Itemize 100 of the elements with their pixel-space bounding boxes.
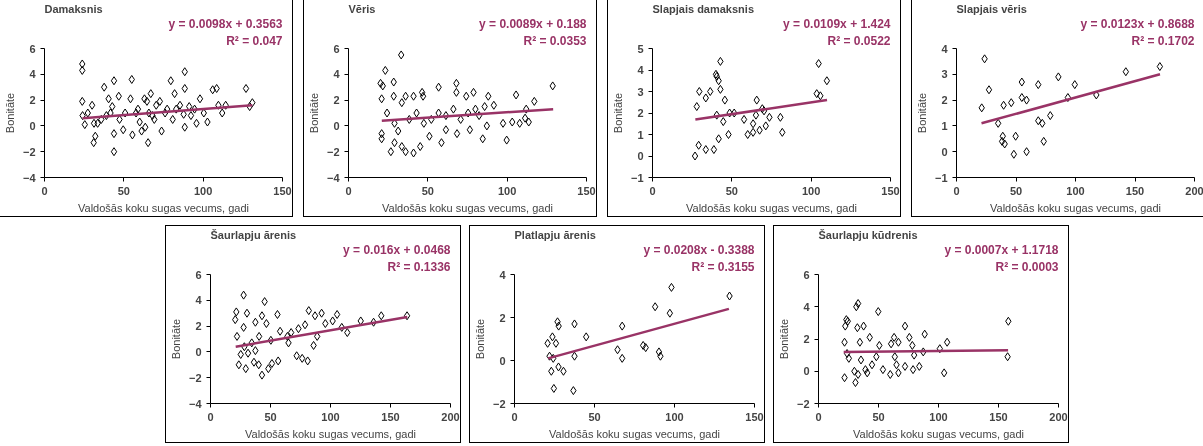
point [398,50,405,60]
x-tick-label: 0 [207,410,214,423]
x-tick-label: 0 [345,184,352,197]
point [695,140,702,150]
point [978,103,985,113]
point [823,76,831,86]
point [813,89,820,99]
y-tick-label: −4 [22,171,37,184]
x-tick-label: 100 [497,184,517,197]
point [851,366,858,376]
point [852,378,859,388]
y-tick-label: 0 [195,345,202,358]
point [1035,80,1042,90]
point [668,282,675,292]
point [470,87,477,97]
x-tick-label: 150 [745,410,764,423]
point [777,112,784,122]
point [295,324,302,334]
point [766,112,773,122]
point [1064,93,1072,103]
point [406,114,413,124]
point [549,332,556,342]
text: y = 0.0208x - 0.3388 [643,243,755,257]
point [276,326,284,336]
point [301,320,309,330]
point [779,127,786,137]
y-tick-label: −2 [326,145,340,158]
y-tick-label: −4 [326,171,341,184]
point [717,84,724,94]
point [544,338,551,348]
point [940,368,948,378]
point [713,110,720,120]
x-axis-title: Valdošās koku sugas vecums, gadi [549,427,720,440]
point [1093,90,1100,100]
point [252,346,259,356]
point [233,331,241,341]
x-tick-label: 200 [441,410,460,423]
point [691,151,699,161]
point [1000,100,1007,110]
point [395,126,402,136]
text: R² = 0.0522 [827,34,891,48]
point [853,302,860,312]
x-tick-label: 0 [815,410,822,423]
point [403,311,411,321]
y-tick-label: 0 [333,119,340,132]
point [1039,118,1046,128]
point [1071,80,1078,90]
x-tick-label: 100 [801,184,821,197]
y-tick-label: 2 [499,311,506,324]
x-tick-label: 50 [725,184,738,197]
point [378,129,385,139]
point [920,347,927,357]
point [472,104,479,114]
text: y = 0.0098x + 0.3563 [168,17,283,31]
x-axis-title: Valdošās koku sugas vecums, gadi [686,201,857,214]
point [879,365,887,375]
y-tick-label: 2 [195,320,202,333]
text: y = 0.0123x + 0.8688 [1080,17,1195,31]
point [338,322,345,332]
y-tick-label: 2 [941,94,948,107]
x-tick-label: 150 [273,184,292,197]
y-tick-label: 3 [941,68,948,81]
text: y = 0.0109x + 1.424 [783,17,891,31]
point [233,307,240,317]
point [921,329,928,339]
x-tick-label: 100 [1066,184,1085,197]
point [901,321,909,331]
point [936,344,943,354]
point [402,147,409,157]
chart-title: Slapjais damaksnis [652,2,754,15]
point [1040,136,1047,146]
point [402,91,409,101]
point [255,331,263,341]
point [483,121,491,131]
point [398,98,405,108]
point [419,91,427,101]
y-tick-label: −4 [188,397,203,410]
point [749,119,757,129]
x-tick-label: 50 [872,410,885,423]
point [499,118,507,128]
y-axis-title: Bonitāte [169,318,182,360]
y-axis-title: Bonitāte [473,318,486,360]
point [550,353,557,363]
y-tick-label: 1 [941,119,948,132]
point [344,328,351,338]
y-tick-label: 4 [499,268,507,281]
point [265,364,272,374]
point [322,319,329,329]
point [453,78,460,88]
point [571,351,578,361]
point [413,108,420,118]
y-tick-label: 1 [637,128,644,141]
x-tick-label: 100 [193,184,213,197]
point [546,351,553,361]
x-tick-label: 0 [649,184,656,197]
point [548,366,555,376]
y-tick-label: 0 [637,150,644,162]
point [1005,316,1012,326]
point [864,368,871,378]
point [550,383,558,393]
